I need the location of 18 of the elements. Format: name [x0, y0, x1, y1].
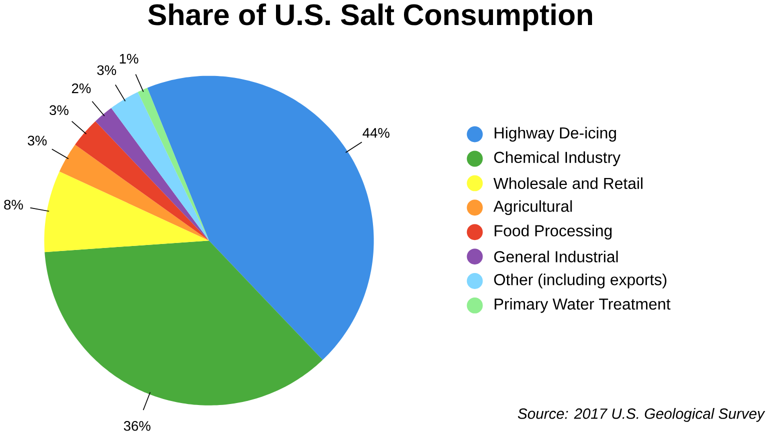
- data-label: 3%: [97, 65, 116, 75]
- legend-label: Other (including exports): [494, 273, 666, 288]
- data-label: 8%: [4, 200, 23, 210]
- source-note: Source: 2017 U.S. Geological Survey: [518, 408, 766, 422]
- legend-label: Highway De-icing: [494, 126, 616, 142]
- legend-label: Primary Water Treatment: [494, 298, 670, 313]
- legend-label: Agricultural: [493, 200, 572, 215]
- data-label: 44%: [362, 128, 390, 138]
- chart-title: Share of U.S. Salt Consumption: [148, 3, 592, 31]
- legend-label: Wholesale and Retail: [493, 177, 642, 189]
- data-label: 36%: [124, 420, 150, 431]
- legend-label: Food Processing: [494, 224, 612, 240]
- legend-label: General Industrial: [494, 250, 618, 262]
- data-label: 2%: [72, 83, 91, 93]
- data-label: 3%: [28, 136, 47, 146]
- legend-label: Chemical Industry: [494, 151, 620, 166]
- data-label: 3%: [50, 105, 68, 115]
- data-label: 1%: [120, 54, 138, 64]
